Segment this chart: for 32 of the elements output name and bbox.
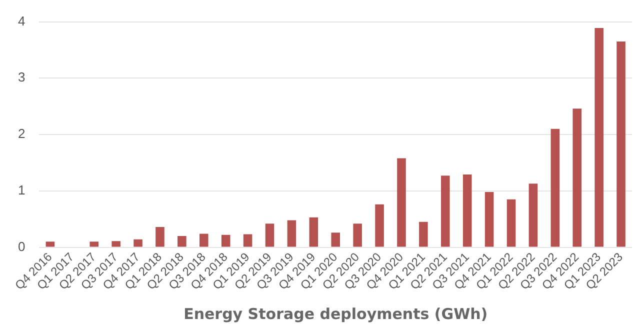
bar	[112, 241, 120, 247]
bar	[90, 242, 99, 247]
bar	[46, 242, 55, 247]
y-tick-label: 4	[18, 13, 26, 28]
bar	[287, 220, 296, 247]
bar	[134, 239, 142, 247]
bar	[375, 204, 384, 247]
bar	[178, 236, 186, 247]
bar	[397, 158, 406, 247]
y-tick-label: 3	[18, 70, 26, 85]
bar	[353, 224, 362, 247]
y-tick-label: 0	[18, 238, 26, 254]
bar	[572, 108, 582, 247]
bar	[484, 192, 494, 247]
bar	[419, 222, 428, 247]
bar	[156, 226, 164, 247]
bar	[440, 176, 450, 247]
bar	[331, 232, 340, 247]
bar	[594, 28, 604, 247]
y-tick-label: 2	[18, 126, 26, 142]
bar	[200, 234, 208, 247]
bar	[528, 184, 538, 247]
bar	[265, 224, 274, 247]
bar	[550, 128, 560, 247]
bar	[309, 217, 318, 247]
bar	[221, 234, 230, 247]
bar	[506, 199, 516, 247]
x-axis-title: Energy Storage deployments (GWh)	[184, 304, 488, 323]
y-tick-label: 1	[18, 182, 26, 198]
bar	[243, 234, 252, 247]
bar	[616, 42, 626, 247]
bar	[462, 174, 472, 247]
